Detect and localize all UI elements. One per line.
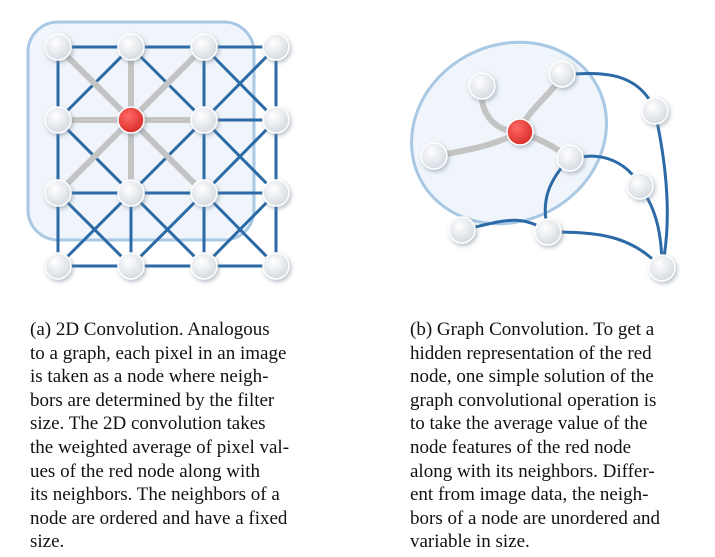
caption-b-line-1: (b) Graph Convolution. To get a: [410, 319, 655, 340]
outer-node-bottom-right: [648, 254, 676, 282]
gray-edge-3: [55, 117, 134, 196]
caption-a-line-10: size.: [30, 531, 65, 553]
neighbor-node-top: [548, 60, 576, 88]
grid-node-13: [44, 252, 72, 280]
caption-a-line-3: is taken as a node where neigh-: [30, 366, 269, 388]
grid-graph-figure: [26, 20, 290, 280]
gray-edge-6: [128, 44, 207, 123]
grid-node-3: [190, 33, 218, 61]
gray-edge-1: [55, 44, 134, 123]
caption-b-line-10: variable in size.: [410, 531, 530, 553]
grid-node-10: [117, 179, 145, 207]
graph-network-figure: [410, 40, 676, 282]
panel-graph-convolution: (b) Graph Convolution. To get a hidden r…: [370, 0, 715, 557]
neighbor-node-left: [420, 142, 448, 170]
grid-node-16: [262, 252, 290, 280]
neighbor-node-upper-left: [468, 72, 496, 100]
neighbor-node-right: [556, 144, 584, 172]
caption-a-line-9: node are ordered and have a fixed: [30, 507, 288, 529]
caption-2d-convolution: (a) 2D Convolution. Analogous to a graph…: [30, 318, 316, 554]
caption-graph-convolution: (b) Graph Convolution. To get a hidden r…: [410, 318, 698, 554]
grid-node-9: [44, 179, 72, 207]
caption-b-line-4: graph convolutional operation is: [410, 389, 657, 411]
caption-a-line-1: (a) 2D Convolution. Analogous: [30, 319, 270, 340]
caption-b-line-6: node features of the red node: [410, 436, 632, 458]
panel-2d-convolution: (a) 2D Convolution. Analogous to a graph…: [0, 0, 340, 557]
outer-node-right-mid: [626, 172, 654, 200]
grid-node-11: [190, 179, 218, 207]
grid-node-12: [262, 179, 290, 207]
caption-b-line-7: along with its neighbors. Differ-: [410, 460, 655, 482]
outer-node-right-top: [641, 97, 669, 125]
red-target-node: [506, 118, 534, 146]
caption-a-line-7: ues of the red node along with: [30, 460, 261, 482]
grid-node-4: [262, 33, 290, 61]
caption-b-line-5: to take the average value of the: [410, 413, 648, 435]
blue-edge-32: [129, 191, 206, 268]
graph-nodes: [420, 60, 676, 282]
grid-node-7: [190, 106, 218, 134]
blue-edge-2: [653, 110, 669, 270]
grid-node-1: [44, 33, 72, 61]
blue-edge-28: [56, 191, 133, 268]
caption-b-line-9: bors of a node are unordered and: [410, 507, 661, 529]
caption-a-line-8: its neighbors. The neighbors of a: [30, 484, 280, 506]
grid-node-15: [190, 252, 218, 280]
gray-edge-8: [128, 117, 207, 196]
caption-a-line-2: to a graph, each pixel in an image: [30, 342, 287, 364]
grid-nodes: [44, 33, 290, 280]
grid-node-2: [117, 33, 145, 61]
blue-edge-34: [202, 45, 278, 122]
outer-node-bottom-left: [448, 216, 476, 244]
caption-b-line-8: ent from image data, the neigh-: [410, 484, 649, 506]
outer-node-bottom-mid: [534, 218, 562, 246]
caption-a-line-6: the weighted average of pixel val-: [30, 436, 290, 458]
red-target-node: [117, 106, 145, 134]
caption-a-line-4: bors are determined by the filter: [30, 389, 275, 411]
blue-edge-7: [546, 230, 664, 270]
blue-edge-36: [202, 118, 278, 195]
grid-node-8: [262, 106, 290, 134]
grid-node-5: [44, 106, 72, 134]
blue-edge-38: [202, 191, 278, 268]
caption-a-line-5: size. The 2D convolution takes: [30, 413, 266, 435]
grid-node-14: [117, 252, 145, 280]
caption-b-line-3: node, one simple solution of the: [410, 366, 654, 388]
caption-b-line-2: hidden representation of the red: [410, 342, 652, 364]
